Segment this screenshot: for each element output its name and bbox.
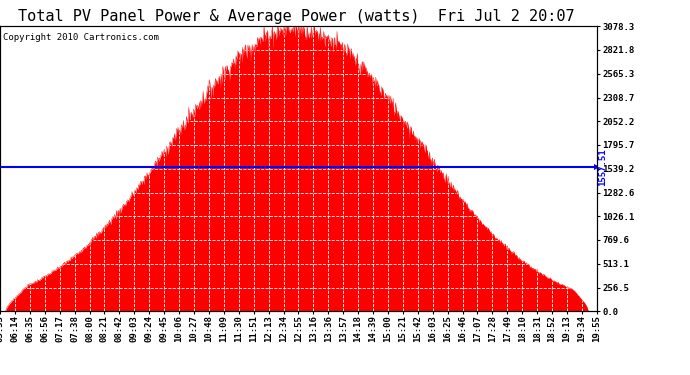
Text: 1557.51: 1557.51: [598, 148, 607, 186]
Text: Copyright 2010 Cartronics.com: Copyright 2010 Cartronics.com: [3, 33, 159, 42]
Text: Total PV Panel Power & Average Power (watts)  Fri Jul 2 20:07: Total PV Panel Power & Average Power (wa…: [19, 9, 575, 24]
